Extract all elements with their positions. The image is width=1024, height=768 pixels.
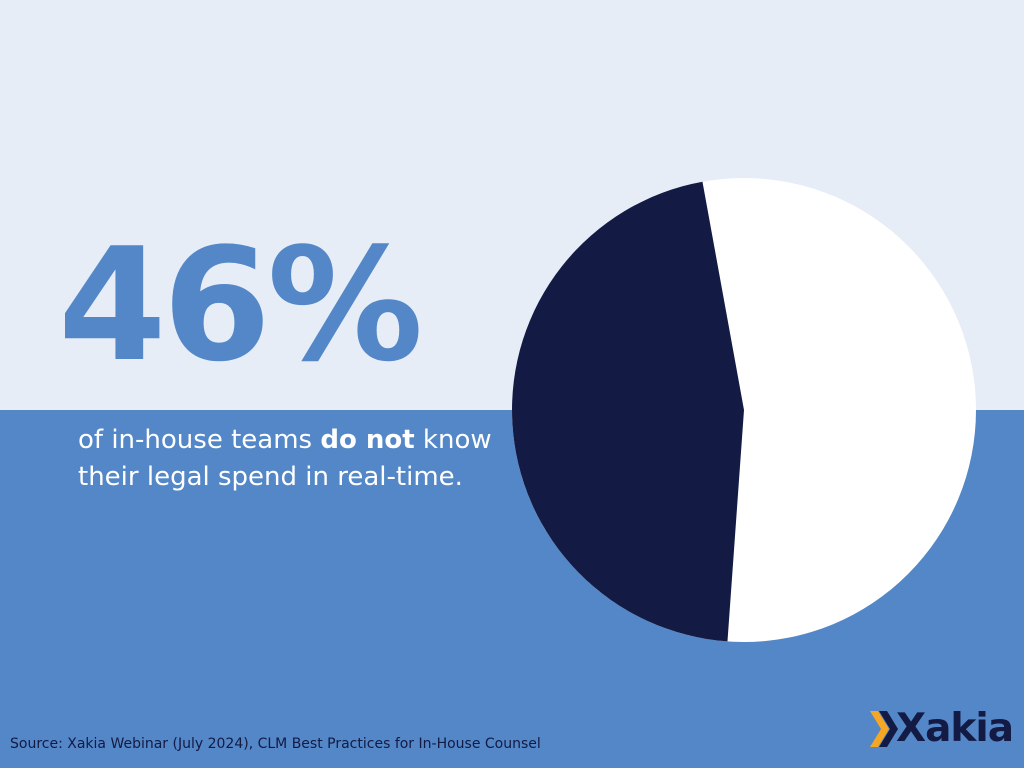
headline-emphasis: do not bbox=[320, 425, 415, 455]
pie-slice-do-not-know bbox=[512, 181, 744, 642]
logo-wordmark: Xakia bbox=[896, 706, 1014, 751]
xakia-logo: Xakia bbox=[870, 706, 1014, 752]
headline-part-1: of in-house teams bbox=[78, 425, 321, 455]
headline-text: of in-house teams do not know their lega… bbox=[78, 422, 518, 496]
x-chevron-icon bbox=[870, 711, 898, 747]
headline-statistic: 46% bbox=[58, 214, 423, 396]
headline-part-2: know their legal spend in real-time. bbox=[78, 425, 492, 492]
source-citation: Source: Xakia Webinar (July 2024), CLM B… bbox=[10, 736, 541, 752]
